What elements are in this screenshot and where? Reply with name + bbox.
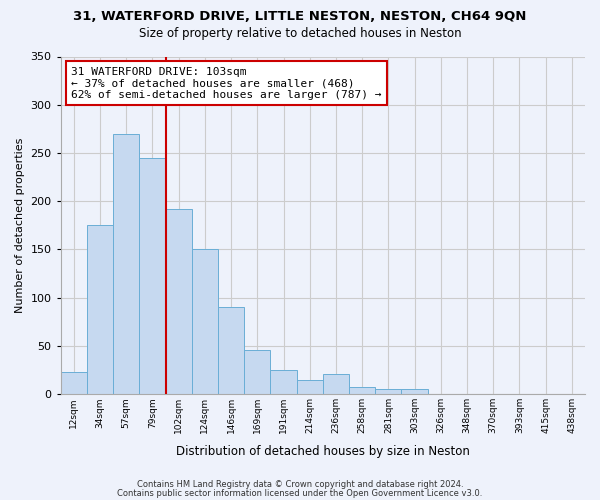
Bar <box>166 209 192 394</box>
Bar <box>296 380 323 394</box>
Bar <box>323 374 349 394</box>
Bar <box>375 390 401 394</box>
Bar <box>61 372 87 394</box>
Bar <box>244 350 271 394</box>
Bar <box>401 390 428 394</box>
Bar <box>349 388 375 394</box>
X-axis label: Distribution of detached houses by size in Neston: Distribution of detached houses by size … <box>176 444 470 458</box>
Bar <box>113 134 139 394</box>
Bar <box>87 226 113 394</box>
Bar <box>271 370 296 394</box>
Text: Size of property relative to detached houses in Neston: Size of property relative to detached ho… <box>139 28 461 40</box>
Bar <box>218 308 244 394</box>
Bar <box>139 158 166 394</box>
Bar <box>192 250 218 394</box>
Text: 31 WATERFORD DRIVE: 103sqm
← 37% of detached houses are smaller (468)
62% of sem: 31 WATERFORD DRIVE: 103sqm ← 37% of deta… <box>71 66 382 100</box>
Text: Contains HM Land Registry data © Crown copyright and database right 2024.: Contains HM Land Registry data © Crown c… <box>137 480 463 489</box>
Text: Contains public sector information licensed under the Open Government Licence v3: Contains public sector information licen… <box>118 488 482 498</box>
Text: 31, WATERFORD DRIVE, LITTLE NESTON, NESTON, CH64 9QN: 31, WATERFORD DRIVE, LITTLE NESTON, NEST… <box>73 10 527 23</box>
Y-axis label: Number of detached properties: Number of detached properties <box>15 138 25 313</box>
